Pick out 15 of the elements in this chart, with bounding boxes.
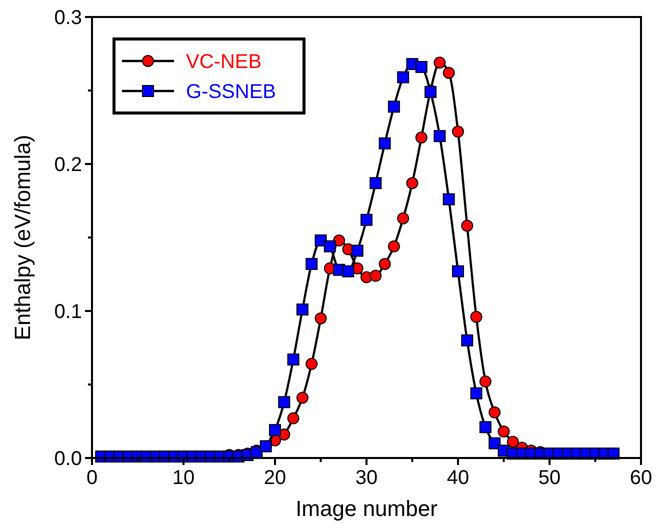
x-tick-label: 50	[538, 467, 561, 489]
x-tick-label: 10	[172, 467, 195, 489]
legend-label: G-SSNEB	[186, 81, 276, 103]
y-tick-label: 0.0	[54, 448, 82, 470]
x-tick-label: 30	[355, 467, 378, 489]
x-tick-label: 0	[86, 467, 98, 489]
x-tick-label: 60	[630, 467, 652, 489]
y-tick-label: 0.1	[54, 301, 82, 323]
x-tick-label: 40	[446, 467, 470, 489]
y-tick-label: 0.2	[54, 154, 82, 176]
x-tick-label: 20	[264, 467, 286, 489]
x-axis-title: Image number	[296, 496, 438, 521]
y-tick-label: 0.3	[54, 7, 82, 29]
y-axis-title: Enthalpy (eV/fomula)	[10, 134, 35, 340]
legend-label: VC-NEB	[186, 51, 262, 73]
